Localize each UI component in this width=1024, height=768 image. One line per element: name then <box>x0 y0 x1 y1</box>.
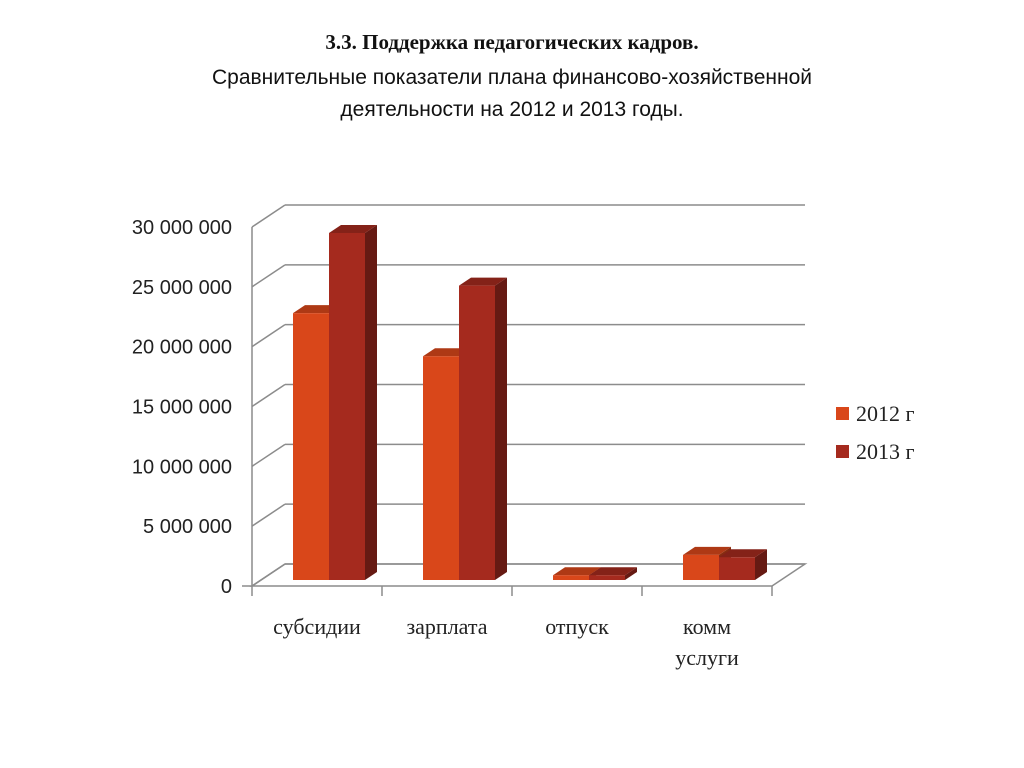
y-tick-label: 30 000 000 <box>132 217 232 239</box>
bar <box>293 313 329 580</box>
y-tick-label: 20 000 000 <box>132 337 232 359</box>
bar-side <box>755 549 767 580</box>
bar-top <box>553 567 601 576</box>
chart-floor <box>249 563 808 587</box>
gridline-side <box>251 264 286 288</box>
y-tick-label: 5 000 000 <box>143 516 232 538</box>
bar-side <box>625 567 637 580</box>
y-tick-label: 25 000 000 <box>132 277 232 299</box>
legend-swatch <box>836 445 849 458</box>
gridline-side <box>251 443 286 467</box>
legend-label: 2013 г <box>856 439 915 464</box>
x-category-label-line: зарплата <box>406 614 487 639</box>
y-tick-label: 0 <box>221 576 232 598</box>
bar-top <box>683 546 731 555</box>
x-category-label: субсидии <box>273 614 361 639</box>
x-category-label-line: услуги <box>675 645 739 670</box>
x-category-label: комм услуги <box>675 614 739 670</box>
gridline-side <box>251 324 286 348</box>
bar-side <box>365 224 377 580</box>
y-tick-label: 15 000 000 <box>132 397 232 419</box>
bar-top <box>589 567 637 576</box>
chart-subtitle: Сравнительные показатели плана финансово… <box>0 62 1024 126</box>
x-category-label-line: комм <box>683 614 731 639</box>
subtitle-line-1: Сравнительные показатели плана финансово… <box>211 66 812 89</box>
x-category-label-line: субсидии <box>273 614 361 639</box>
bar <box>683 554 719 580</box>
legend-label: 2012 г <box>856 401 915 426</box>
bar <box>553 575 589 580</box>
bar <box>719 557 755 580</box>
x-category-label: зарплата <box>406 614 487 639</box>
gridline-side <box>251 383 286 408</box>
slide-heading: 3.3. Поддержка педагогических кадров. <box>325 30 699 54</box>
bar <box>459 285 495 580</box>
bar-side <box>495 277 507 580</box>
y-tick-label: 10 000 000 <box>132 456 232 478</box>
bar-top <box>329 224 377 233</box>
x-category-label-line: отпуск <box>545 614 609 639</box>
bar <box>329 232 365 580</box>
legend-swatch <box>836 407 849 420</box>
subtitle-line-2: деятельности на 2012 и 2013 годы. <box>340 98 684 121</box>
gridline-side <box>251 204 286 228</box>
bar <box>423 356 459 580</box>
bar-top <box>459 277 507 286</box>
bar <box>589 575 625 580</box>
x-category-label: отпуск <box>545 614 609 639</box>
bar-top <box>719 549 767 558</box>
gridline-side <box>251 503 286 527</box>
